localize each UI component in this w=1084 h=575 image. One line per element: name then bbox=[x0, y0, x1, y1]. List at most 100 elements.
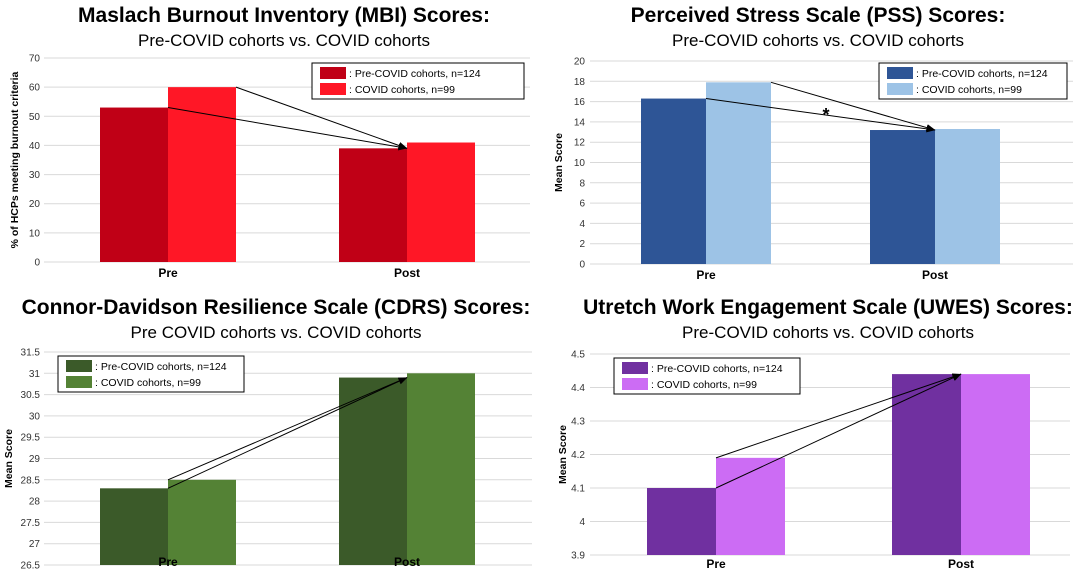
y-tick-label: 4.1 bbox=[571, 484, 585, 495]
y-tick-label: 16 bbox=[574, 97, 586, 108]
y-tick-label: 26.5 bbox=[21, 561, 41, 572]
trend-arrow-series-1 bbox=[705, 98, 936, 133]
legend-swatch-1 bbox=[622, 362, 648, 374]
x-category-label: Post bbox=[394, 555, 420, 569]
y-tick-label: 40 bbox=[29, 141, 41, 152]
x-category-label: Post bbox=[922, 268, 948, 282]
legend-label-1: : Pre-COVID cohorts, n=124 bbox=[95, 361, 227, 373]
chart-title: Utretch Work Engagement Scale (UWES) Sco… bbox=[583, 296, 1073, 319]
y-tick-label: 4.4 bbox=[571, 383, 585, 394]
bar-post-series-1 bbox=[339, 148, 407, 262]
y-tick-label: 20 bbox=[29, 199, 41, 210]
y-tick-label: 70 bbox=[29, 54, 41, 65]
y-tick-label: 30 bbox=[29, 411, 41, 422]
y-tick-label: 4 bbox=[579, 219, 585, 230]
chart-panel-1: Maslach Burnout Inventory (MBI) Scores: P… bbox=[9, 4, 530, 280]
trend-arrow-series-2 bbox=[770, 81, 936, 132]
legend-label-2: : COVID cohorts, n=99 bbox=[916, 84, 1022, 96]
trend-arrow-series-1 bbox=[167, 377, 408, 489]
legend: : Pre-COVID cohorts, n=124 : COVID cohort… bbox=[878, 62, 1068, 100]
legend-box bbox=[311, 62, 525, 100]
bar-pre-series-2 bbox=[168, 87, 236, 263]
legend-label-1: : Pre-COVID cohorts, n=124 bbox=[916, 68, 1048, 80]
y-tick-label: 4.3 bbox=[571, 417, 585, 428]
trend-arrow-series-2 bbox=[167, 377, 408, 481]
chart-subtitle: Pre-COVID cohorts vs. COVID cohorts bbox=[672, 31, 964, 50]
significance-marker: * bbox=[822, 105, 829, 125]
chart-title: Perceived Stress Scale (PSS) Scores: bbox=[631, 4, 1006, 27]
y-tick-label: 29 bbox=[29, 454, 41, 465]
legend-swatch-2 bbox=[320, 83, 346, 95]
legend-label-2: : COVID cohorts, n=99 bbox=[349, 84, 455, 96]
y-tick-label: 60 bbox=[29, 83, 41, 94]
x-category-label: Pre bbox=[706, 557, 726, 571]
bar-pre-series-1 bbox=[100, 107, 168, 263]
y-axis-label: Mean Score bbox=[3, 429, 15, 488]
bar-post-series-2 bbox=[407, 142, 475, 262]
bar-post-series-2 bbox=[407, 373, 475, 565]
y-tick-label: 4.2 bbox=[571, 450, 585, 461]
bar-pre-series-1 bbox=[641, 98, 706, 265]
y-tick-label: 10 bbox=[574, 158, 586, 169]
chart-subtitle: Pre-COVID cohorts vs. COVID cohorts bbox=[138, 31, 430, 50]
legend-swatch-1 bbox=[320, 67, 346, 79]
y-tick-label: 30.5 bbox=[21, 390, 41, 401]
y-tick-label: 0 bbox=[579, 260, 585, 271]
chart-panel-4: Utretch Work Engagement Scale (UWES) Sco… bbox=[557, 296, 1073, 571]
y-tick-label: 2 bbox=[579, 239, 585, 250]
trend-arrow-series-1 bbox=[715, 373, 962, 489]
chart-panel-2: Perceived Stress Scale (PSS) Scores: Pre-… bbox=[553, 4, 1073, 282]
bar-post-series-2 bbox=[935, 129, 1000, 264]
legend: : Pre-COVID cohorts, n=124 : COVID cohort… bbox=[311, 62, 525, 100]
y-tick-label: 20 bbox=[574, 57, 586, 68]
y-tick-label: 0 bbox=[34, 258, 40, 269]
x-category-label: Post bbox=[948, 557, 974, 571]
legend-label-1: : Pre-COVID cohorts, n=124 bbox=[651, 363, 783, 375]
legend-swatch-1 bbox=[66, 360, 92, 372]
legend-label-2: : COVID cohorts, n=99 bbox=[651, 379, 757, 391]
y-tick-label: 10 bbox=[29, 228, 41, 239]
bar-post-series-1 bbox=[339, 377, 407, 565]
bar-post-series-2 bbox=[961, 374, 1030, 555]
bar-pre-series-2 bbox=[706, 82, 771, 264]
trend-arrow-series-2 bbox=[235, 86, 408, 149]
y-axis-label: Mean Score bbox=[557, 425, 569, 484]
legend-swatch-2 bbox=[887, 83, 913, 95]
y-tick-label: 18 bbox=[574, 77, 586, 88]
legend-label-1: : Pre-COVID cohorts, n=124 bbox=[349, 68, 481, 80]
bar-pre-series-1 bbox=[647, 488, 716, 555]
y-tick-label: 31 bbox=[29, 369, 41, 380]
bar-pre-series-1 bbox=[100, 488, 168, 565]
legend: : Pre-COVID cohorts, n=124 : COVID cohort… bbox=[57, 355, 245, 393]
y-tick-label: 50 bbox=[29, 112, 41, 123]
legend: : Pre-COVID cohorts, n=124 : COVID cohort… bbox=[613, 357, 801, 395]
y-tick-label: 29.5 bbox=[21, 433, 41, 444]
bar-pre-series-2 bbox=[168, 479, 236, 565]
legend-swatch-2 bbox=[622, 378, 648, 390]
y-axis-label: % of HCPs meeting burnout criteria bbox=[9, 71, 21, 248]
x-category-label: Post bbox=[394, 266, 420, 280]
y-axis-label: Mean Score bbox=[553, 133, 565, 192]
bar-post-series-1 bbox=[870, 130, 935, 264]
y-tick-label: 4.5 bbox=[571, 350, 585, 361]
y-tick-label: 8 bbox=[579, 178, 585, 189]
chart-title: Connor-Davidson Resilience Scale (CDRS) … bbox=[22, 296, 531, 319]
bar-pre-series-2 bbox=[716, 457, 785, 555]
x-category-label: Pre bbox=[696, 268, 716, 282]
trend-arrow-series-1 bbox=[167, 107, 408, 151]
y-tick-label: 4 bbox=[579, 517, 585, 528]
y-tick-label: 28.5 bbox=[21, 475, 41, 486]
y-tick-label: 27.5 bbox=[21, 518, 41, 529]
bar-post-series-1 bbox=[892, 374, 961, 555]
chart-subtitle: Pre COVID cohorts vs. COVID cohorts bbox=[131, 323, 422, 342]
x-category-label: Pre bbox=[158, 266, 178, 280]
legend-label-2: : COVID cohorts, n=99 bbox=[95, 377, 201, 389]
y-tick-label: 31.5 bbox=[21, 348, 41, 359]
legend-swatch-2 bbox=[66, 376, 92, 388]
y-tick-label: 30 bbox=[29, 170, 41, 181]
y-tick-label: 6 bbox=[579, 199, 585, 210]
y-tick-label: 14 bbox=[574, 117, 586, 128]
legend-swatch-1 bbox=[887, 67, 913, 79]
trend-arrow-series-2 bbox=[715, 373, 962, 459]
